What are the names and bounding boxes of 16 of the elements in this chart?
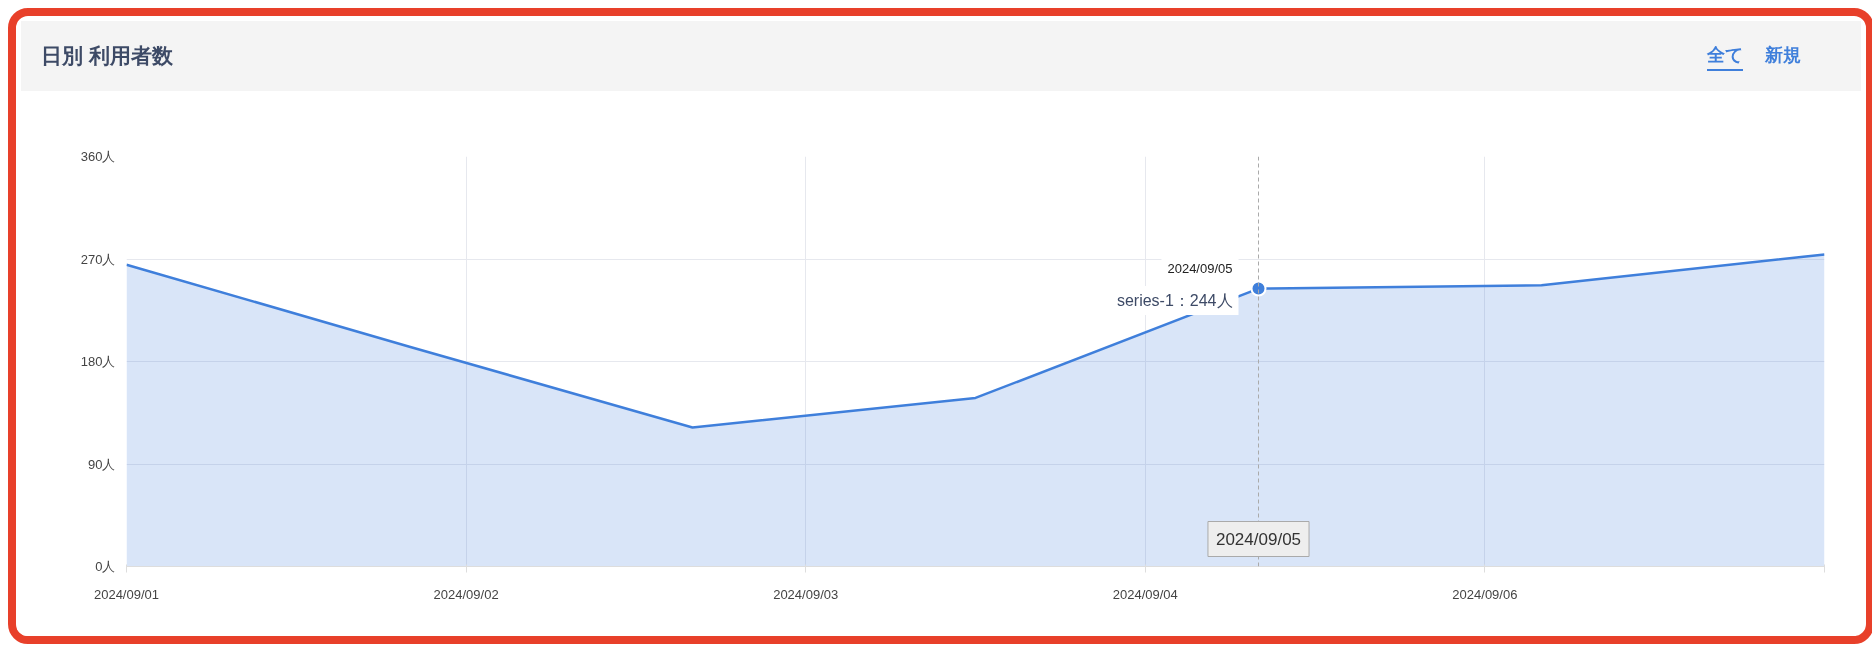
y-tick-label: 90人 xyxy=(88,456,116,472)
y-tick-label: 0人 xyxy=(95,559,116,574)
x-tick-label: 2024/09/01 xyxy=(93,586,160,602)
chart-title: 日別 利用者数 xyxy=(41,43,173,69)
text: 新規 xyxy=(1765,45,1801,66)
x-tick-label: 2024/09/06 xyxy=(1452,586,1518,602)
y-tick-label: 360人 xyxy=(80,149,116,164)
annotation: series-1：244人 xyxy=(1116,292,1233,310)
x-tick-label: 2024/09/02 xyxy=(433,586,499,602)
y-tick-label: 180人 xyxy=(80,354,116,369)
x-tick-label: 2024/09/04 xyxy=(1112,586,1178,602)
annotation: 2024/09/05 xyxy=(1167,261,1233,277)
x-tick-label: 2024/09/03 xyxy=(773,586,839,602)
ref-line-label: 2024/09/05 xyxy=(1215,529,1302,549)
y-tick-label: 270人 xyxy=(80,251,116,267)
text: 全て xyxy=(1707,45,1743,72)
